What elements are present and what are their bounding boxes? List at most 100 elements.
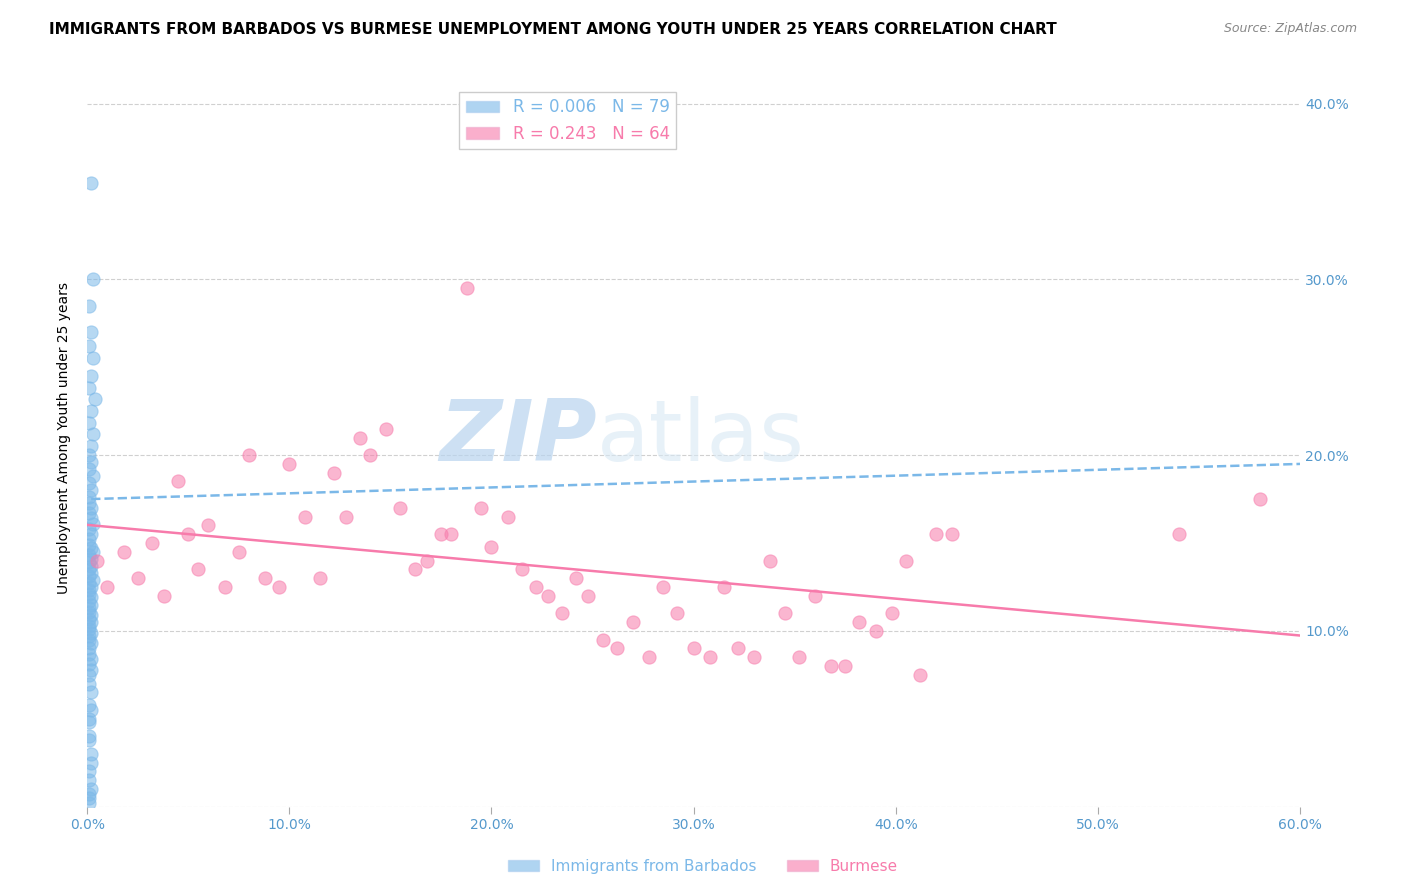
Point [86, 553, 108, 567]
Point [787, 650, 810, 665]
Point [77, 538, 100, 552]
Legend: Immigrants from Barbados, Burmese: Immigrants from Barbados, Burmese [502, 853, 904, 880]
Point [77, 522, 100, 536]
Point [820, 659, 842, 673]
Point [510, 562, 533, 576]
Text: IMMIGRANTS FROM BARBADOS VS BURMESE UNEMPLOYMENT AMONG YOUTH UNDER 25 YEARS CORR: IMMIGRANTS FROM BARBADOS VS BURMESE UNEM… [49, 22, 1057, 37]
Point [80, 782, 103, 797]
Point [77, 576, 100, 591]
Point [1167, 527, 1189, 541]
Point [77, 647, 100, 661]
Text: ZIP: ZIP [439, 396, 596, 479]
Point [77, 618, 100, 632]
Point [481, 540, 503, 554]
Point [77, 476, 100, 491]
Point [77, 715, 100, 730]
Point [80, 625, 103, 640]
Point [713, 580, 735, 594]
Text: atlas: atlas [596, 396, 804, 479]
Point [77, 339, 100, 353]
Point [82, 545, 104, 559]
Point [699, 650, 721, 665]
Point [77, 605, 100, 619]
Point [565, 571, 588, 585]
Point [77, 506, 100, 520]
Point [77, 698, 100, 712]
Point [848, 615, 870, 629]
Point [80, 636, 103, 650]
Point [638, 650, 661, 665]
Point [77, 729, 100, 743]
Point [80, 176, 103, 190]
Point [578, 589, 600, 603]
Point [77, 549, 100, 563]
Point [187, 562, 209, 576]
Point [80, 580, 103, 594]
Point [470, 500, 492, 515]
Point [77, 462, 100, 476]
Point [177, 527, 200, 541]
Point [404, 562, 426, 576]
Point [80, 439, 103, 453]
Point [80, 598, 103, 612]
Point [524, 580, 547, 594]
Point [80, 608, 103, 623]
Point [80, 455, 103, 469]
Point [77, 632, 100, 647]
Point [359, 448, 381, 462]
Point [80, 369, 103, 384]
Point [141, 536, 163, 550]
Point [335, 509, 357, 524]
Point [77, 587, 100, 601]
Legend: R = 0.006   N = 79, R = 0.243   N = 64: R = 0.006 N = 79, R = 0.243 N = 64 [460, 92, 676, 149]
Point [77, 533, 100, 547]
Point [77, 773, 100, 788]
Point [80, 615, 103, 629]
Point [82, 351, 104, 366]
Point [349, 431, 371, 445]
Point [96, 580, 118, 594]
Point [112, 545, 135, 559]
Point [80, 500, 103, 515]
Point [80, 527, 103, 541]
Point [77, 491, 100, 505]
Point [77, 417, 100, 431]
Point [294, 509, 316, 524]
Point [416, 553, 439, 567]
Point [1249, 491, 1271, 506]
Point [254, 571, 277, 585]
Point [77, 629, 100, 643]
Point [621, 615, 644, 629]
Point [496, 509, 519, 524]
Point [77, 495, 100, 509]
Point [77, 796, 100, 810]
Point [80, 756, 103, 770]
Point [77, 594, 100, 608]
Point [77, 667, 100, 681]
Point [77, 787, 100, 801]
Point [228, 545, 250, 559]
Point [80, 591, 103, 605]
Point [592, 632, 614, 647]
Point [82, 573, 104, 587]
Point [80, 747, 103, 761]
Point [80, 325, 103, 339]
Point [537, 589, 560, 603]
Point [908, 667, 931, 681]
Point [77, 562, 100, 576]
Point [77, 622, 100, 636]
Point [80, 483, 103, 498]
Point [278, 457, 301, 471]
Point [773, 607, 796, 621]
Point [77, 611, 100, 625]
Point [77, 712, 100, 726]
Point [880, 607, 903, 621]
Point [834, 659, 856, 673]
Point [80, 663, 103, 677]
Point [82, 516, 104, 531]
Point [77, 583, 100, 598]
Point [865, 624, 887, 638]
Point [742, 650, 765, 665]
Point [82, 469, 104, 483]
Point [77, 448, 100, 462]
